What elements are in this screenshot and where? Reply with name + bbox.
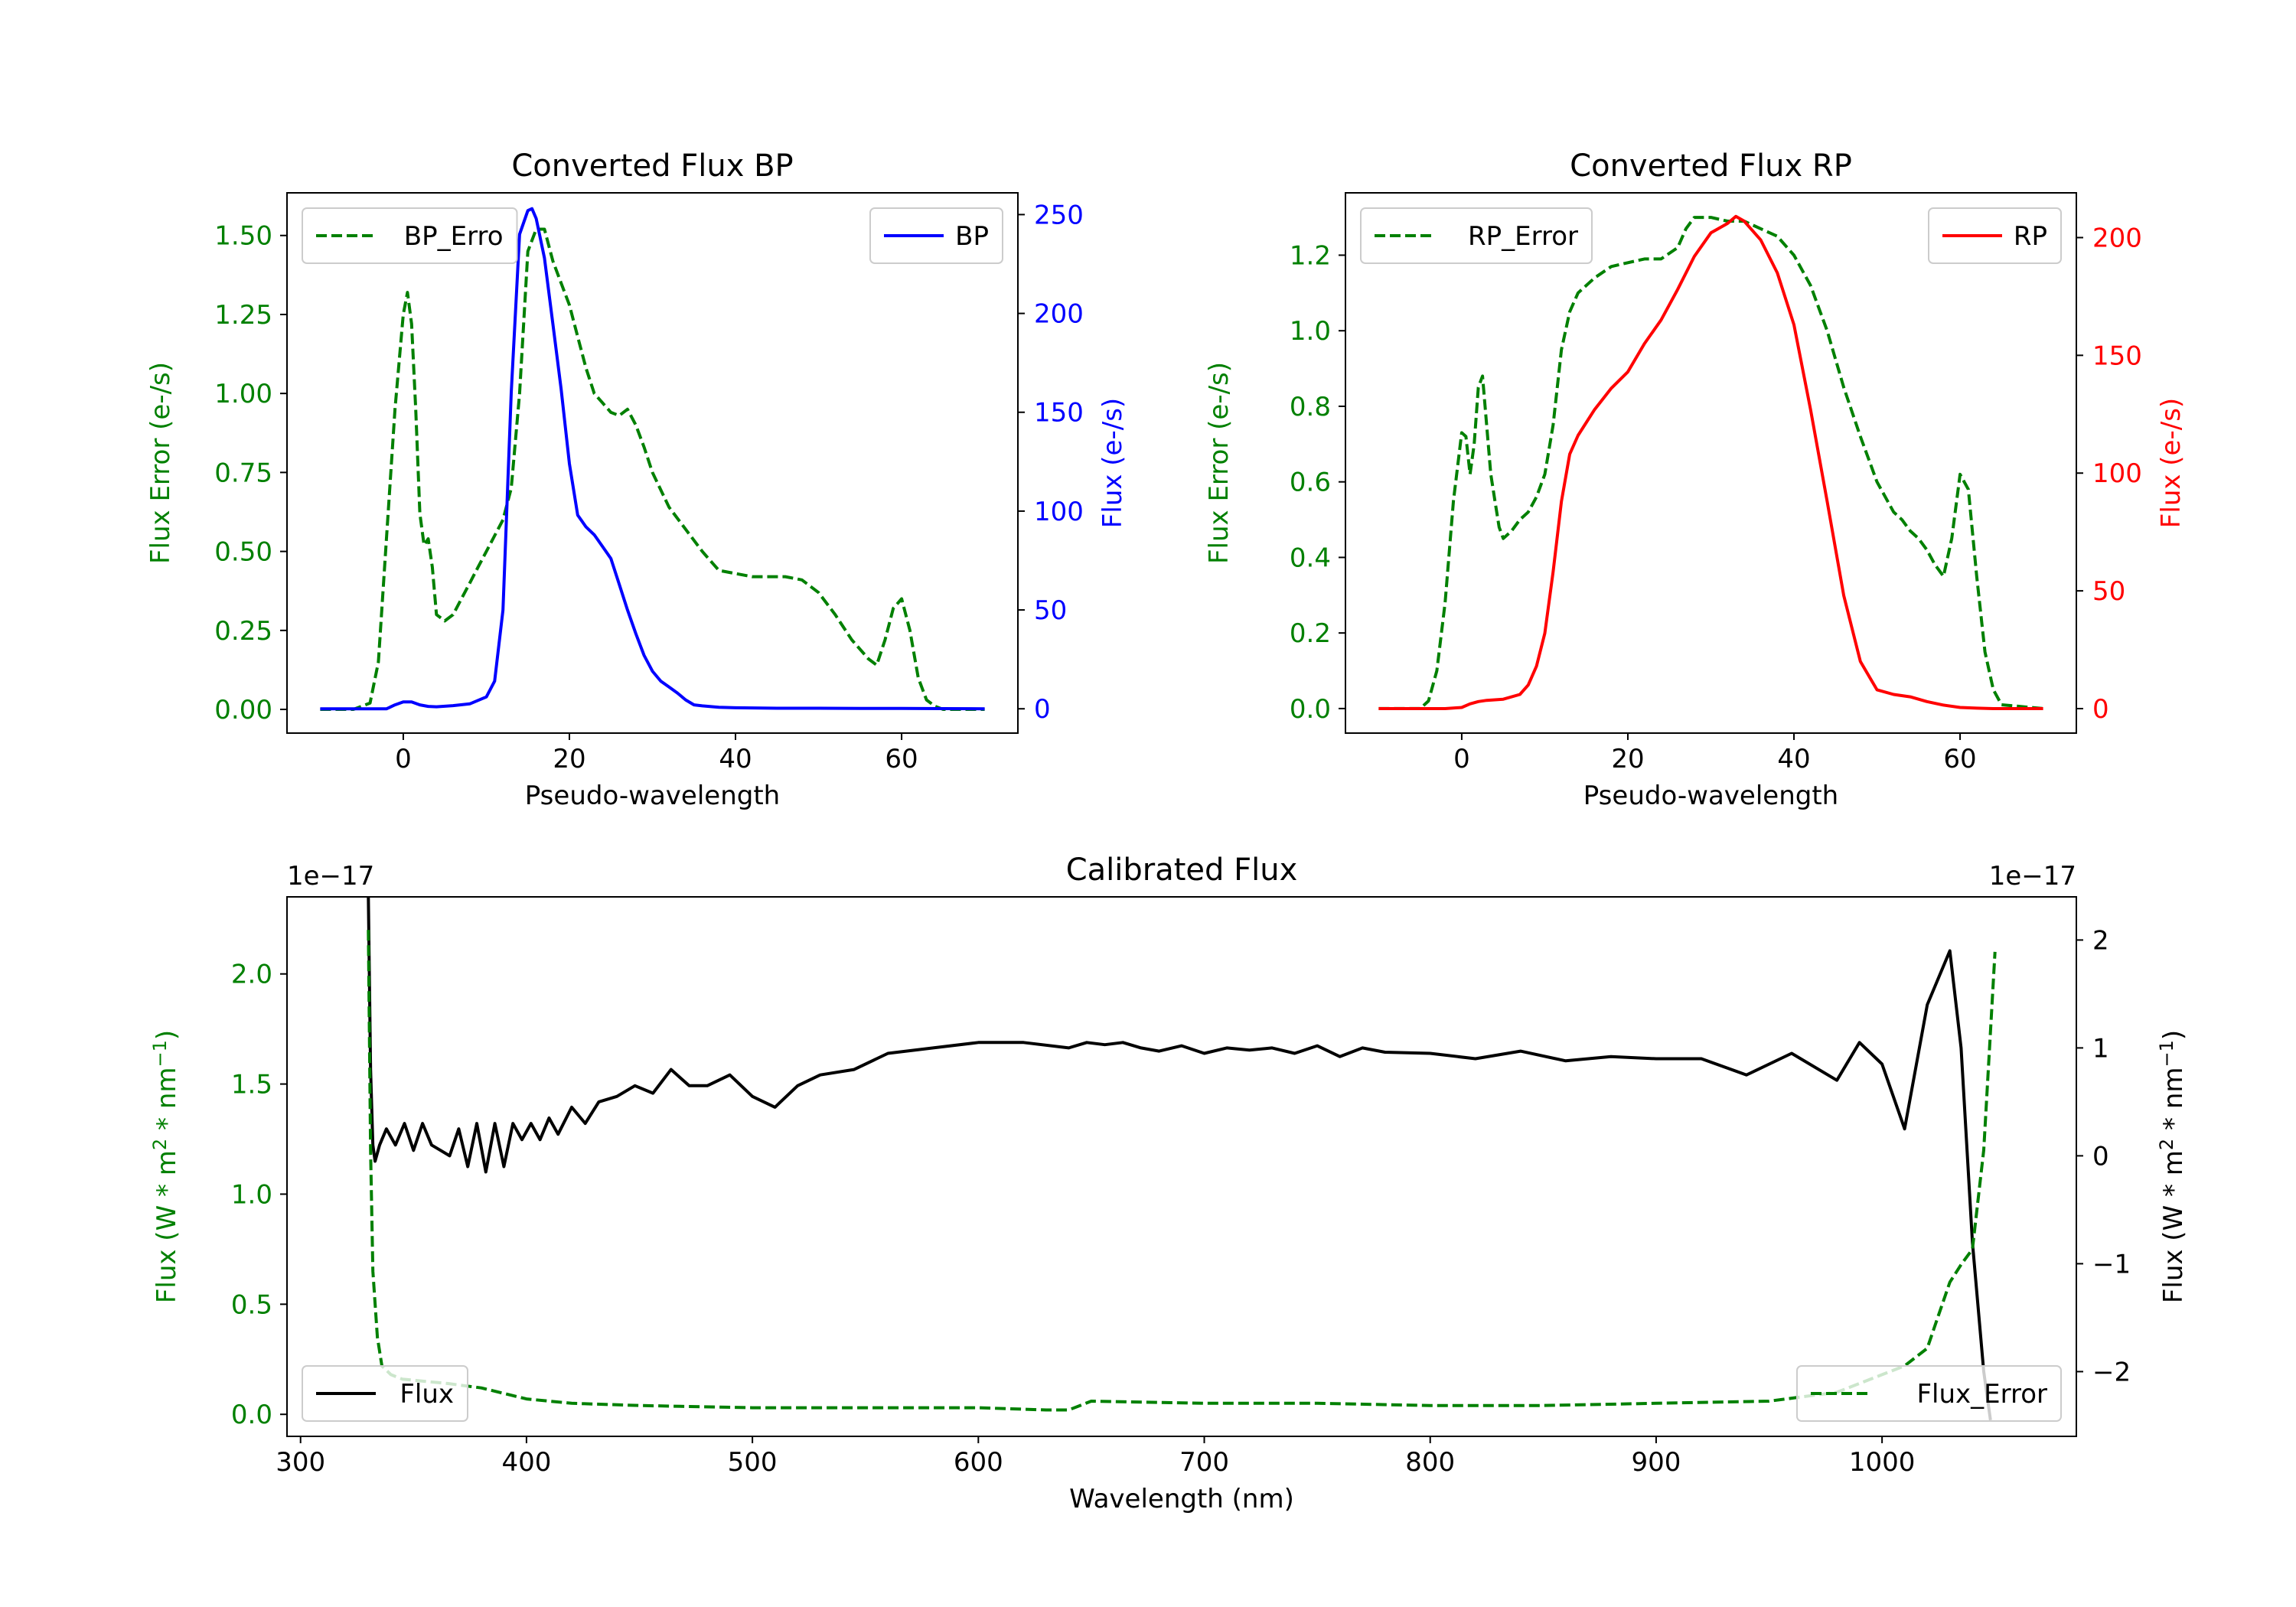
x-tick-label: 400 (501, 1447, 551, 1478)
right-tick-label: 150 (1034, 398, 1084, 429)
x-tick-label: 0 (395, 744, 412, 774)
x-tick-label: 1000 (1849, 1447, 1916, 1478)
legend-label: Flux (400, 1379, 454, 1410)
legend-label: Flux_Error (1916, 1379, 2047, 1410)
legend-box (1796, 1365, 2062, 1422)
left-tick-label: 0.25 (214, 616, 272, 647)
series-line-bp-error (320, 227, 985, 711)
x-tick-label: 40 (719, 744, 752, 774)
left-tick-label: 1.0 (1290, 316, 1331, 347)
legend-flux: Flux (302, 1365, 468, 1422)
right-tick-label: 150 (2092, 341, 2142, 371)
legend-label: BP_Erro (404, 221, 504, 252)
left-tick-label: 2.0 (231, 960, 272, 990)
x-tick-label: 0 (1453, 744, 1470, 774)
axes-frame (1345, 192, 2077, 734)
left-tick-label: 0.4 (1290, 543, 1331, 573)
right-tick-label: 250 (1034, 200, 1084, 230)
x-axis-label: Pseudo-wavelength (525, 781, 780, 811)
left-tick-label: 1.2 (1290, 240, 1331, 271)
left-tick-label: 1.25 (214, 300, 272, 331)
right-tick-label: 200 (2092, 223, 2142, 253)
right-tick-label: 100 (1034, 497, 1084, 527)
left-axis-label: Flux Error (e-/s) (145, 362, 176, 564)
legend-bp: BP (869, 207, 1003, 264)
legend-box (302, 1365, 468, 1422)
legend-flux-error: Flux_Error (1796, 1365, 2062, 1422)
left-tick-label: 1.50 (214, 221, 272, 252)
left-tick-label: 0.75 (214, 458, 272, 488)
right-tick-label: 0 (2092, 694, 2109, 725)
x-tick-label: 600 (954, 1447, 1003, 1478)
left-tick-label: 0.00 (214, 695, 272, 725)
x-tick-label: 20 (553, 744, 585, 774)
calibrated-panel: Calibrated Flux 300 400 500 600 700 800 900 1000… (149, 852, 2189, 1514)
x-tick-label: 700 (1179, 1447, 1229, 1478)
legend-bp-error: BP_Erro (302, 207, 518, 264)
left-axis-label: Flux Error (e-/s) (1204, 362, 1234, 564)
left-tick-label: 1.0 (231, 1179, 272, 1210)
right-tick-label: 0 (1034, 694, 1051, 725)
x-tick-label: 800 (1405, 1447, 1455, 1478)
legend-box (302, 207, 518, 264)
left-tick-label: 1.5 (231, 1070, 272, 1100)
series-line-rp-error (1378, 216, 2043, 710)
left-tick-label: 0.0 (1290, 694, 1331, 725)
chart-title: Converted Flux BP (511, 148, 793, 184)
left-tick-label: 0.6 (1290, 468, 1331, 498)
legend-rp-error: RP_Error (1360, 207, 1593, 264)
left-offset-text: 1e−17 (287, 861, 374, 892)
right-tick-label: 0 (2092, 1141, 2109, 1172)
left-tick-label: 0.2 (1290, 618, 1331, 649)
right-tick-label: −2 (2092, 1357, 2131, 1387)
left-tick-label: 0.50 (214, 537, 272, 568)
series-line-rp (1378, 214, 2043, 710)
chart-title: Converted Flux RP (1570, 148, 1852, 184)
right-tick-label: 1 (2092, 1033, 2109, 1064)
x-tick-label: 60 (885, 744, 918, 774)
x-tick-label: 20 (1611, 744, 1644, 774)
legend-box (1360, 207, 1593, 264)
x-tick-label: 500 (728, 1447, 778, 1478)
legend-label: BP (955, 221, 989, 252)
right-offset-text: 1e−17 (1989, 861, 2076, 892)
legend-label: RP_Error (1468, 221, 1578, 252)
left-tick-label: 0.0 (231, 1400, 272, 1430)
series-line-flux-error (367, 930, 1997, 1412)
x-axis-label: Wavelength (nm) (1069, 1484, 1294, 1514)
left-tick-label: 0.8 (1290, 392, 1331, 422)
right-axis-label: Flux (W * m2 * nm−1) (2156, 1030, 2189, 1303)
right-tick-label: 50 (2092, 576, 2125, 607)
left-tick-label: 0.5 (231, 1289, 272, 1320)
legend-label: RP (2014, 221, 2047, 252)
right-tick-label: 2 (2092, 925, 2109, 956)
x-tick-label: 900 (1631, 1447, 1681, 1478)
right-axis-label: Flux (e-/s) (2156, 398, 2187, 528)
x-axis-label: Pseudo-wavelength (1583, 781, 1838, 811)
right-tick-label: 100 (2092, 458, 2142, 489)
rp-panel: Converted Flux RP 0 20 40 60 Pseudo-wavelengt… (1204, 148, 2187, 811)
left-tick-label: 1.00 (214, 379, 272, 409)
x-tick-label: 300 (276, 1447, 325, 1478)
chart-title: Calibrated Flux (1066, 852, 1298, 888)
bp-panel: Converted Flux BP 0 20 40 60 Pseudo-wavelengt… (145, 148, 1128, 811)
right-axis-label: Flux (e-/s) (1097, 398, 1128, 528)
legend-rp: RP (1928, 207, 2062, 264)
series-line-bp (320, 207, 985, 711)
right-tick-label: 200 (1034, 299, 1084, 330)
axes-frame (286, 896, 2077, 1437)
x-tick-label: 60 (1943, 744, 1976, 774)
series-line-flux (367, 897, 1992, 1421)
left-axis-label: Flux (W * m2 * nm−1) (149, 1030, 182, 1303)
x-tick-label: 40 (1777, 744, 1810, 774)
axes-frame (286, 192, 1019, 734)
right-tick-label: 50 (1034, 595, 1067, 626)
right-tick-label: −1 (2092, 1249, 2131, 1279)
